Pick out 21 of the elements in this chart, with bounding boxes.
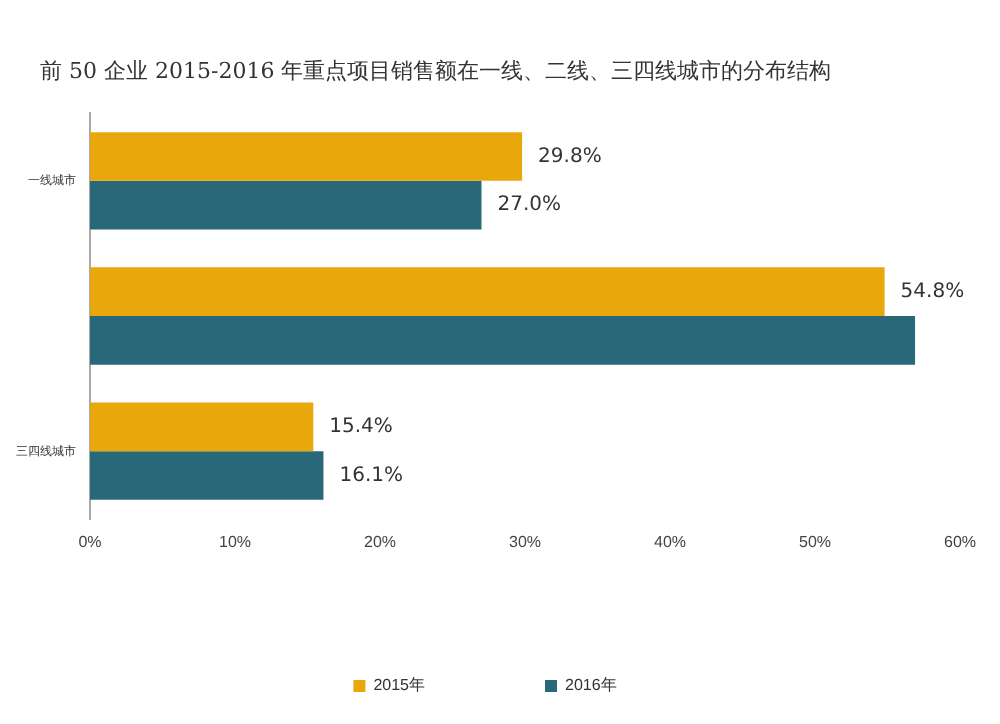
x-tick-label: 20% bbox=[363, 532, 397, 551]
bar bbox=[90, 132, 523, 181]
bar bbox=[90, 316, 916, 365]
data-label: 29.8% bbox=[538, 145, 602, 168]
x-tick-label: 50% bbox=[798, 532, 832, 551]
bar bbox=[90, 267, 885, 316]
x-tick-label: 30% bbox=[508, 532, 542, 551]
data-label: 16.1% bbox=[339, 464, 404, 487]
data-label: 27.0% bbox=[497, 194, 562, 217]
legend-label: 2016年 bbox=[565, 676, 617, 695]
bar bbox=[90, 402, 314, 452]
x-tick-label: 10% bbox=[218, 532, 252, 551]
x-tick-label: 0% bbox=[78, 532, 102, 551]
legend-label: 2015年 bbox=[373, 676, 425, 695]
bar bbox=[90, 451, 324, 500]
bar bbox=[90, 180, 482, 230]
chart-title: 前 50 企业 2015-2016 年重点项目销售额在一线、二线、三四线城市的分布结构 bbox=[40, 56, 834, 86]
x-tick-label: 40% bbox=[653, 532, 687, 551]
data-label: 15.4% bbox=[329, 416, 393, 439]
data-label: 54.8% bbox=[900, 280, 965, 303]
x-tick-label: 60% bbox=[943, 532, 977, 551]
